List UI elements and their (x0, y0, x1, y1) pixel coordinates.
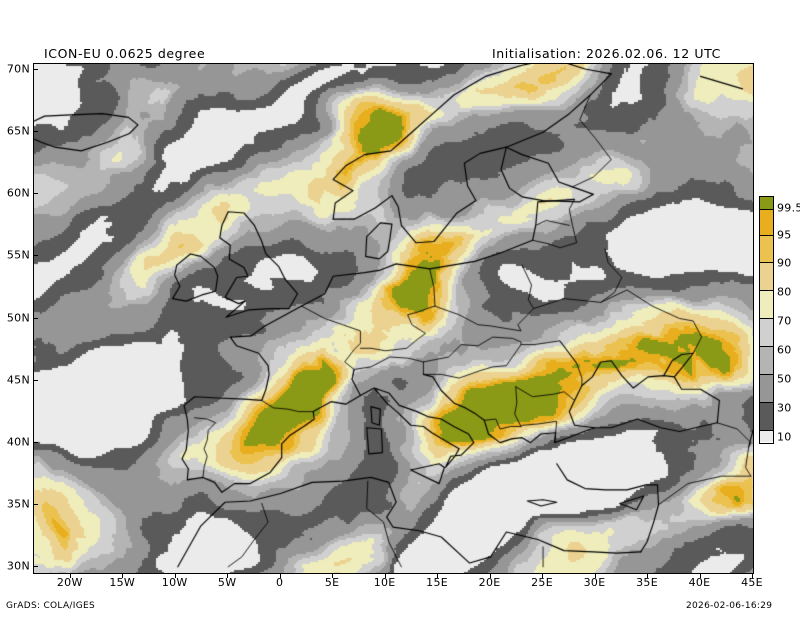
longitude-tick-label: 5E (324, 576, 340, 589)
longitude-tick (595, 573, 596, 578)
longitude-tick (437, 573, 438, 578)
latitude-tick (33, 566, 38, 567)
colorbar-band (760, 209, 773, 235)
longitude-axis: 20W 15W 10W 5W 0 5E 10E 15E 20E 25E 30E 35E 40E 45E (33, 576, 763, 596)
latitude-tick-label: 50N (6, 311, 30, 324)
latitude-axis: 70N 65N 60N 55N 50N 45N 40N 35N 30N (0, 63, 30, 573)
map-plot-area (33, 63, 754, 574)
longitude-tick-label: 20E (478, 576, 501, 589)
latitude-tick-label: 70N (6, 62, 30, 76)
longitude-tick-label: 20W (56, 576, 83, 589)
colorbar-band (760, 374, 773, 402)
total-cloud-cover-heatmap (34, 64, 753, 573)
colorbar-tick-label: 99.5 (777, 201, 800, 215)
latitude-tick (33, 69, 38, 70)
longitude-tick-label: 35E (636, 576, 658, 589)
latitude-tick (33, 318, 38, 319)
colorbar-tick-label: 70 (777, 314, 792, 328)
longitude-tick-marks (33, 573, 753, 579)
latitude-tick-label: 45N (6, 373, 30, 387)
latitude-tick (33, 504, 38, 505)
colorbar-band (760, 290, 773, 318)
longitude-tick-label: 45E (741, 576, 763, 589)
longitude-tick (227, 573, 228, 578)
longitude-tick (752, 573, 753, 578)
longitude-tick (332, 573, 333, 578)
longitude-tick (700, 573, 701, 578)
longitude-tick (490, 573, 491, 578)
latitude-tick-marks (33, 63, 39, 573)
longitude-tick-label: 25E (531, 576, 553, 589)
model-title: ICON-EU 0.0625 degree (44, 46, 206, 61)
latitude-tick-label: 55N (6, 248, 30, 262)
longitude-tick (280, 573, 281, 578)
colorbar-tick-label: 50 (777, 372, 792, 386)
render-timestamp: 2026-02-06-16:29 (686, 601, 773, 611)
longitude-tick-label: 5W (217, 576, 237, 589)
latitude-tick (33, 442, 38, 443)
longitude-tick-label: 15E (426, 576, 449, 589)
longitude-tick-label: 10W (161, 576, 188, 589)
longitude-tick-label: 10E (373, 576, 396, 589)
latitude-tick-label: 30N (6, 559, 30, 573)
longitude-tick (385, 573, 386, 578)
latitude-tick (33, 255, 38, 256)
colorbar-tick-labels: 99.5 95 90 80 70 60 50 30 10 (777, 196, 800, 444)
longitude-tick (647, 573, 648, 578)
colorbar-tick-label: 80 (777, 285, 792, 299)
latitude-tick-label: 40N (6, 435, 30, 449)
colorbar-tick-label: 95 (777, 228, 792, 242)
longitude-tick (122, 573, 123, 578)
colorbar-band (760, 318, 773, 346)
longitude-tick-label: 30E (583, 576, 606, 589)
colorbar-tick-label: 30 (777, 401, 792, 415)
colorbar-scale (759, 196, 774, 444)
colorbar-band (760, 197, 773, 209)
latitude-tick (33, 380, 38, 381)
colorbar-band (760, 430, 773, 442)
grads-credit: GrADS: COLA/IGES (6, 601, 95, 611)
latitude-tick (33, 131, 38, 132)
latitude-tick-label: 60N (6, 186, 30, 200)
longitude-tick-label: 15W (109, 576, 136, 589)
latitude-tick (33, 193, 38, 194)
longitude-tick-label: 40E (688, 576, 711, 589)
latitude-tick-label: 35N (6, 497, 30, 511)
longitude-tick (542, 573, 543, 578)
colorbar-tick-label: 60 (777, 343, 792, 357)
colorbar-band (760, 402, 773, 430)
latitude-tick-label: 65N (6, 124, 30, 138)
colorbar-tick-label: 90 (777, 256, 792, 270)
longitude-tick-label: 0 (276, 576, 284, 589)
longitude-tick (175, 573, 176, 578)
initialisation-time: Initialisation: 2026.02.06. 12 UTC (492, 46, 721, 61)
longitude-tick (70, 573, 71, 578)
colorbar-band (760, 346, 773, 374)
colorbar-band (760, 262, 773, 290)
colorbar-band (760, 235, 773, 262)
colorbar-tick-label: 10 (777, 430, 792, 444)
